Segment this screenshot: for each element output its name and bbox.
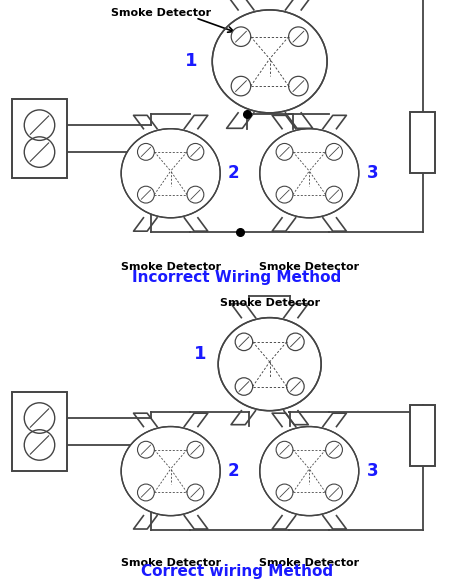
Polygon shape — [184, 218, 208, 231]
Bar — [410, 405, 435, 466]
Bar — [12, 99, 67, 178]
Polygon shape — [184, 516, 208, 529]
Polygon shape — [323, 115, 346, 129]
Polygon shape — [227, 113, 254, 128]
Circle shape — [187, 143, 204, 160]
Ellipse shape — [121, 129, 220, 218]
Polygon shape — [134, 516, 157, 529]
Circle shape — [276, 143, 293, 160]
Polygon shape — [323, 413, 346, 426]
Circle shape — [276, 186, 293, 203]
Text: Correct wiring Method: Correct wiring Method — [141, 564, 333, 579]
Circle shape — [326, 143, 342, 160]
Text: Smoke Detector: Smoke Detector — [111, 8, 211, 18]
Polygon shape — [134, 413, 157, 426]
Polygon shape — [323, 218, 346, 231]
Text: Incorrect Wiring Method: Incorrect Wiring Method — [132, 270, 342, 285]
Circle shape — [326, 186, 342, 203]
Polygon shape — [231, 304, 255, 318]
Circle shape — [276, 484, 293, 501]
Text: Smoke Detector: Smoke Detector — [120, 262, 221, 272]
Bar — [12, 392, 67, 471]
Polygon shape — [184, 115, 208, 129]
Circle shape — [287, 378, 304, 395]
Circle shape — [137, 484, 155, 501]
Circle shape — [187, 186, 204, 203]
Polygon shape — [323, 516, 346, 529]
Text: Smoke Detector: Smoke Detector — [219, 298, 320, 308]
Circle shape — [137, 143, 155, 160]
Polygon shape — [227, 0, 254, 10]
Polygon shape — [272, 516, 296, 529]
Text: Smoke Detector: Smoke Detector — [259, 262, 359, 272]
Ellipse shape — [260, 129, 359, 218]
Polygon shape — [184, 413, 208, 426]
Polygon shape — [285, 113, 313, 128]
Ellipse shape — [212, 10, 327, 113]
Circle shape — [326, 441, 342, 458]
Polygon shape — [134, 115, 157, 129]
Circle shape — [24, 110, 55, 140]
Circle shape — [289, 27, 308, 46]
Circle shape — [137, 441, 155, 458]
Circle shape — [24, 403, 55, 433]
Text: 3: 3 — [367, 462, 378, 480]
Circle shape — [231, 77, 251, 96]
Polygon shape — [134, 218, 157, 231]
Polygon shape — [284, 304, 308, 318]
Circle shape — [289, 77, 308, 96]
Polygon shape — [272, 218, 296, 231]
Ellipse shape — [260, 426, 359, 516]
Text: 2: 2 — [228, 164, 240, 182]
Text: 1: 1 — [194, 345, 206, 363]
Circle shape — [187, 484, 204, 501]
Circle shape — [137, 186, 155, 203]
Text: 2: 2 — [228, 462, 240, 480]
Text: 1: 1 — [185, 52, 197, 70]
Circle shape — [235, 378, 253, 395]
Circle shape — [24, 430, 55, 460]
Text: Smoke Detector: Smoke Detector — [120, 558, 221, 568]
Text: Smoke Detector: Smoke Detector — [259, 558, 359, 568]
Ellipse shape — [218, 318, 321, 411]
Polygon shape — [284, 411, 308, 425]
Circle shape — [231, 27, 251, 46]
Polygon shape — [285, 0, 313, 10]
Polygon shape — [272, 413, 296, 426]
Polygon shape — [272, 115, 296, 129]
Ellipse shape — [121, 426, 220, 516]
Polygon shape — [231, 411, 255, 425]
Circle shape — [235, 333, 253, 350]
Circle shape — [326, 484, 342, 501]
Circle shape — [187, 441, 204, 458]
Bar — [410, 112, 435, 173]
Circle shape — [287, 333, 304, 350]
Circle shape — [276, 441, 293, 458]
Text: 3: 3 — [367, 164, 378, 182]
Circle shape — [24, 137, 55, 167]
